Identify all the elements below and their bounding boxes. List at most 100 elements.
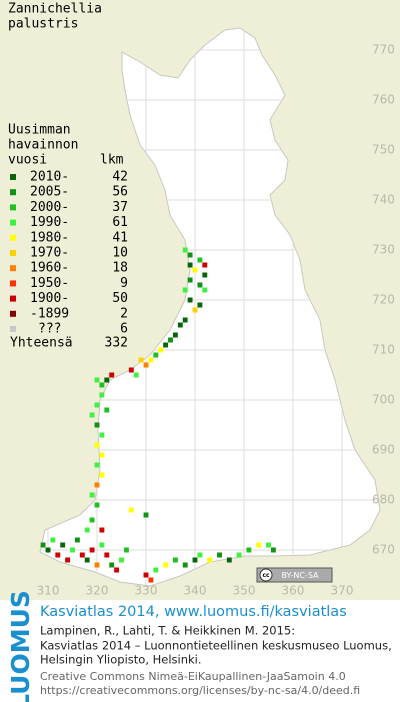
legend-count: 6 bbox=[120, 322, 128, 337]
occurrence-square bbox=[143, 512, 149, 518]
occurrence-square bbox=[84, 557, 90, 563]
occurrence-square bbox=[94, 482, 100, 488]
occurrence-square bbox=[143, 572, 149, 578]
occurrence-square bbox=[60, 542, 66, 548]
license-badge: cc BY-NC-SA bbox=[256, 567, 333, 583]
license: Creative Commons Nimeä-EiKaupallinen-Jaa… bbox=[40, 670, 346, 683]
occurrence-square bbox=[148, 357, 154, 363]
occurrence-square bbox=[50, 537, 56, 543]
occurrence-square bbox=[168, 337, 173, 343]
occurrence-square bbox=[114, 567, 120, 573]
occurrence-square bbox=[104, 377, 110, 383]
occurrence-square bbox=[94, 377, 100, 383]
occurrence-square bbox=[187, 252, 193, 258]
occurrence-square bbox=[138, 357, 144, 363]
x-tick-label: 310 bbox=[37, 584, 60, 598]
legend-count: 56 bbox=[112, 185, 128, 200]
legend-label: 1950- bbox=[30, 276, 69, 291]
y-tick-label: 730 bbox=[372, 243, 395, 257]
occurrence-square bbox=[153, 352, 159, 358]
legend-label: ??? bbox=[38, 322, 61, 337]
occurrence-square bbox=[197, 282, 203, 288]
legend-heading: vuosi bbox=[8, 153, 47, 168]
occurrence-square bbox=[99, 432, 105, 438]
legend-heading: havainnon bbox=[8, 138, 78, 153]
logo: LUOMUS bbox=[6, 590, 35, 702]
badge-icon bbox=[259, 568, 273, 582]
legend-swatch bbox=[10, 174, 16, 180]
occurrence-square bbox=[94, 462, 100, 468]
occurrence-square bbox=[109, 562, 115, 568]
occurrence-square bbox=[94, 422, 100, 428]
occurrence-square bbox=[270, 547, 276, 553]
legend-label: 2010- bbox=[30, 170, 69, 185]
occurrence-square bbox=[89, 412, 95, 418]
legend-label: 1960- bbox=[30, 261, 69, 276]
occurrence-square bbox=[182, 317, 188, 323]
x-tick-label: 320 bbox=[86, 584, 109, 598]
occurrence-square bbox=[99, 472, 105, 478]
x-tick-label: 360 bbox=[282, 584, 305, 598]
occurrence-square bbox=[192, 557, 198, 563]
y-tick-label: 740 bbox=[372, 193, 395, 207]
legend-label: 1970- bbox=[30, 246, 69, 261]
occurrence-square bbox=[158, 347, 164, 353]
legend-swatch bbox=[10, 189, 16, 196]
occurrence-square bbox=[197, 552, 203, 558]
occurrence-square bbox=[94, 442, 100, 448]
legend-swatch bbox=[10, 326, 16, 332]
legend-label: 2000- bbox=[30, 200, 69, 215]
occurrence-square bbox=[266, 542, 271, 548]
occurrence-square bbox=[187, 277, 193, 283]
occurrence-square bbox=[89, 492, 95, 498]
occurrence-square bbox=[187, 297, 193, 303]
occurrence-square bbox=[99, 452, 105, 458]
legend-count: 2 bbox=[120, 306, 128, 321]
citation: Kasviatlas 2014 – Luonnontieteellinen ke… bbox=[40, 639, 392, 653]
occurrence-square bbox=[123, 547, 129, 553]
occurrence-square bbox=[182, 562, 188, 568]
occurrence-square bbox=[207, 557, 213, 563]
y-tick-label: 700 bbox=[372, 393, 395, 407]
legend-label: 1980- bbox=[30, 230, 69, 245]
occurrence-square bbox=[148, 577, 154, 583]
y-tick-label: 760 bbox=[372, 93, 395, 107]
occurrence-square bbox=[70, 547, 75, 553]
occurrence-square bbox=[89, 547, 95, 553]
occurrence-square bbox=[40, 542, 46, 548]
badge-text: BY-NC-SA bbox=[281, 571, 319, 580]
legend-swatch bbox=[10, 280, 16, 287]
occurrence-square bbox=[119, 557, 124, 563]
occurrence-square bbox=[256, 542, 262, 548]
occurrence-square bbox=[94, 402, 100, 408]
legend-swatch bbox=[10, 204, 16, 211]
license: https://creativecommons.org/licenses/by-… bbox=[40, 684, 360, 697]
occurrence-square bbox=[94, 502, 100, 508]
total-count: 332 bbox=[105, 336, 128, 351]
occurrence-square bbox=[192, 307, 198, 313]
badge-cc: cc bbox=[262, 572, 270, 579]
legend-label: -1899 bbox=[30, 306, 69, 321]
occurrence-square bbox=[182, 247, 188, 253]
occurrence-square bbox=[202, 262, 208, 268]
legend-label: 2005- bbox=[30, 185, 69, 200]
occurrence-square bbox=[99, 527, 105, 533]
legend-count: 42 bbox=[112, 170, 128, 185]
occurrence-square bbox=[217, 552, 222, 558]
legend-swatch bbox=[10, 219, 16, 226]
occurrence-square bbox=[202, 272, 208, 278]
legend-swatch bbox=[10, 295, 16, 302]
legend-swatch bbox=[10, 265, 16, 272]
citation: Helsingin Yliopisto, Helsinki. bbox=[40, 653, 202, 667]
occurrence-square bbox=[128, 507, 134, 513]
legend-swatch bbox=[10, 310, 16, 317]
total-label: Yhteensä bbox=[10, 336, 73, 351]
citation: Lampinen, R., Lahti, T. & Heikkinen M. 2… bbox=[40, 624, 295, 638]
x-tick-label: 370 bbox=[331, 584, 354, 598]
legend-swatch bbox=[10, 234, 16, 241]
occurrence-square bbox=[104, 407, 110, 413]
occurrence-square bbox=[55, 552, 61, 558]
occurrence-square bbox=[45, 547, 51, 553]
occurrence-square bbox=[99, 382, 105, 388]
